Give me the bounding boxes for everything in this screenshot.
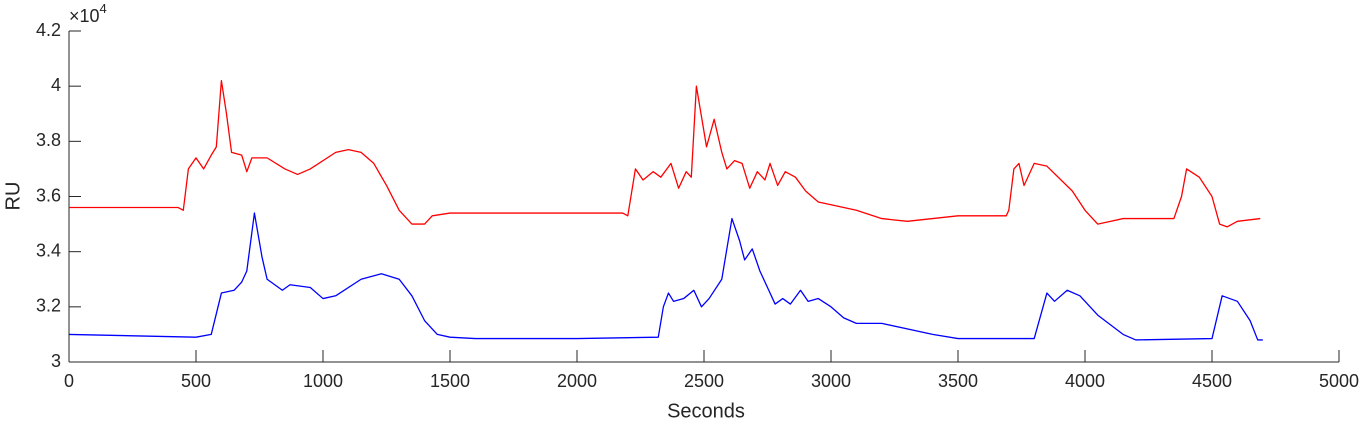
x-tick-label: 4500 [1192, 371, 1232, 391]
y-tick-label: 3.4 [36, 240, 61, 260]
x-tick-label: 3500 [938, 371, 978, 391]
x-axis-label: Seconds [667, 400, 745, 422]
x-tick-label: 2000 [557, 371, 597, 391]
x-tick-label: 1000 [303, 371, 343, 391]
x-tick-label: 0 [64, 371, 74, 391]
y-tick-label: 3.6 [36, 185, 61, 205]
y-tick-label: 3 [51, 351, 61, 371]
y-tick-label: 4.2 [36, 20, 61, 40]
data-line [69, 80, 1261, 228]
data-line [68, 212, 1263, 341]
x-tick-label: 1500 [430, 371, 470, 391]
multiplier-base: ×10 [69, 6, 100, 26]
x-tick-label: 3000 [811, 371, 851, 391]
x-tick-label: 2500 [684, 371, 724, 391]
y-tick-label: 3.2 [36, 296, 61, 316]
y-axis-label: RU [2, 182, 24, 211]
x-tick-label: 500 [181, 371, 211, 391]
multiplier-power: 4 [100, 1, 107, 16]
x-tick-label: 5000 [1319, 371, 1359, 391]
x-tick-label: 4000 [1065, 371, 1105, 391]
y-tick-label: 3.8 [36, 130, 61, 150]
y-multiplier: ×104 [69, 1, 107, 25]
y-tick-label: 4 [51, 75, 61, 95]
